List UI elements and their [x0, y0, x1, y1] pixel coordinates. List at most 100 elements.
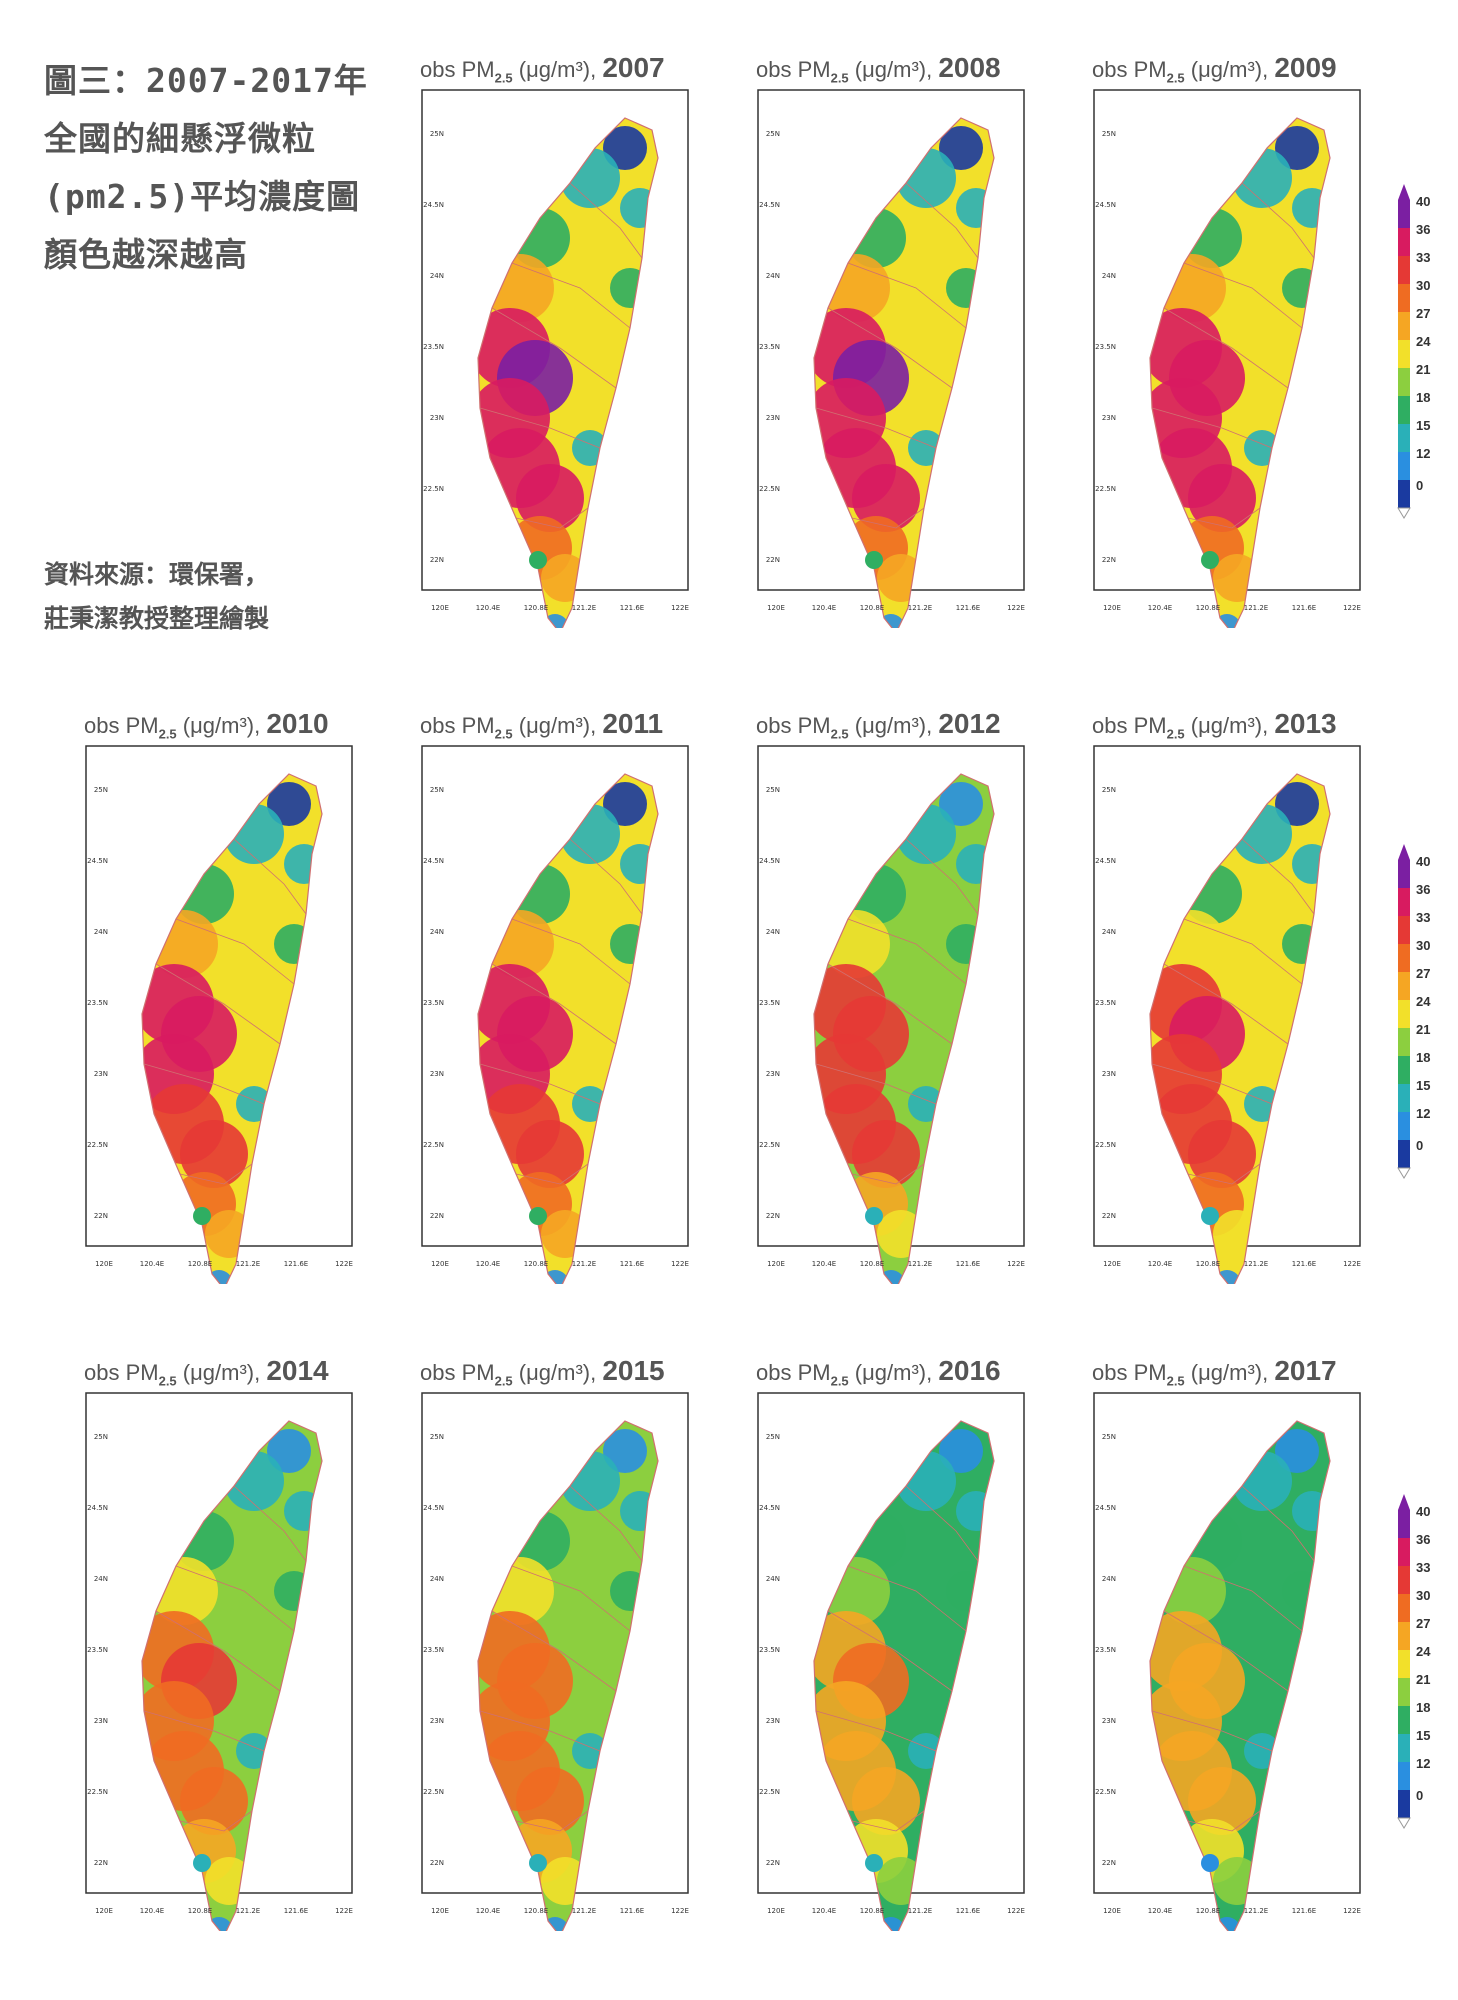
title-prefix: obs PM [84, 1360, 159, 1385]
lat-tick-label: 22.5N [87, 1141, 108, 1149]
lon-tick-label: 120.4E [1148, 1907, 1172, 1915]
caption-line: 圖三：2007-2017年 [44, 61, 368, 100]
lat-tick-label: 23.5N [759, 1646, 780, 1654]
county-boundary [827, 963, 953, 1045]
county-boundary [479, 407, 601, 449]
county-boundary [515, 1163, 589, 1185]
offshore-island [1201, 1854, 1219, 1872]
lat-tick-label: 23N [766, 1070, 780, 1078]
lon-tick-label: 120.8E [860, 1907, 884, 1915]
colorbar-label: 40 [1416, 194, 1430, 209]
colorbar-label: 21 [1416, 1672, 1430, 1687]
concentration-blob [516, 1120, 584, 1188]
title-subscript: 2.5 [494, 70, 513, 86]
lon-tick-label: 121.6E [620, 604, 644, 612]
lat-tick-label: 25N [1102, 130, 1116, 138]
colorbar-label: 24 [1416, 334, 1431, 349]
lon-tick-label: 121.2E [1244, 1907, 1268, 1915]
county-boundary [1183, 1565, 1303, 1632]
lat-tick-label: 22.5N [1095, 1788, 1116, 1796]
lon-tick-label: 120.8E [524, 1907, 548, 1915]
title-year: 2016 [938, 1355, 1001, 1386]
concentration-blob [1275, 1429, 1319, 1473]
lon-tick-label: 122E [1343, 604, 1361, 612]
lon-tick-label: 122E [671, 604, 689, 612]
lat-tick-label: 22N [94, 1212, 108, 1220]
offshore-island [865, 1207, 883, 1225]
lat-tick-label: 23.5N [1095, 343, 1116, 351]
colorbar-label: 0 [1416, 1788, 1423, 1803]
title-prefix: obs PM [756, 57, 831, 82]
lon-tick-label: 122E [671, 1260, 689, 1268]
colorbar-label: 33 [1416, 1560, 1430, 1575]
title-unit: (μg/m³), [1184, 713, 1275, 738]
offshore-island [529, 551, 547, 569]
concentration-blob [1188, 1767, 1256, 1835]
title-subscript: 2.5 [1166, 70, 1185, 86]
lat-tick-label: 23N [1102, 414, 1116, 422]
title-year: 2014 [266, 1355, 329, 1386]
colorbar-swatch [1398, 1762, 1410, 1790]
county-boundary [175, 1565, 295, 1632]
lon-tick-label: 120E [767, 1907, 785, 1915]
county-boundary [1163, 963, 1289, 1045]
colorbar-label: 15 [1416, 1728, 1430, 1743]
colorbar-cap [1397, 507, 1411, 519]
colorbar-swatch [1398, 452, 1410, 480]
panel-title: obs PM2.5 (μg/m³), 2007 [420, 52, 710, 86]
title-year: 2012 [938, 708, 1001, 739]
title-year: 2007 [602, 52, 665, 83]
offshore-island [1201, 551, 1219, 569]
island-outline [813, 773, 995, 1284]
lon-tick-label: 120.4E [812, 1907, 836, 1915]
lon-tick-label: 120.4E [476, 1907, 500, 1915]
title-unit: (μg/m³), [1184, 1360, 1275, 1385]
concentration-blob [1275, 782, 1319, 826]
colorbar-cap [1397, 1817, 1411, 1829]
lat-tick-label: 22N [766, 1859, 780, 1867]
colorbar-label: 21 [1416, 362, 1430, 377]
map-panel-2013: obs PM2.5 (μg/m³), 2013 25N 24.5N 24N 23.5N 2… [1092, 708, 1364, 1288]
panel-title: obs PM2.5 (μg/m³), 2012 [756, 708, 1046, 742]
county-boundary [491, 1610, 617, 1692]
county-boundary [175, 918, 295, 985]
title-subscript: 2.5 [830, 70, 849, 86]
colorbar-label: 40 [1416, 1504, 1430, 1519]
pm25-map: 25N 24.5N 24N 23.5N 23N 22.5N 22N 120E 120.4E 120… [85, 745, 353, 1284]
lat-tick-label: 22N [1102, 1859, 1116, 1867]
offshore-island [1201, 1207, 1219, 1225]
lon-tick-label: 120.8E [524, 1260, 548, 1268]
lon-tick-label: 121.2E [572, 1260, 596, 1268]
map-panel-2011: obs PM2.5 (μg/m³), 2011 25N 24.5N 24N 23.5N 2… [420, 708, 692, 1288]
title-subscript: 2.5 [494, 1373, 513, 1389]
lat-tick-label: 23N [94, 1717, 108, 1725]
colorbar-swatch [1398, 200, 1410, 228]
lat-tick-label: 23.5N [423, 999, 444, 1007]
pm25-map: 25N 24.5N 24N 23.5N 23N 22.5N 22N 120E 120.4E 120… [1093, 89, 1361, 628]
title-prefix: obs PM [1092, 1360, 1167, 1385]
lon-tick-label: 120.4E [1148, 604, 1172, 612]
title-prefix: obs PM [420, 713, 495, 738]
county-boundary [905, 1485, 979, 1562]
panel-title: obs PM2.5 (μg/m³), 2008 [756, 52, 1046, 86]
lon-tick-label: 120.8E [524, 604, 548, 612]
title-year: 2010 [266, 708, 329, 739]
lat-tick-label: 23.5N [759, 999, 780, 1007]
lat-tick-label: 24N [94, 1575, 108, 1583]
lat-tick-label: 25N [766, 130, 780, 138]
county-boundary [1241, 182, 1315, 259]
colorbar-swatch [1398, 1510, 1410, 1538]
county-boundary [851, 507, 925, 529]
title-year: 2008 [938, 52, 1001, 83]
lat-tick-label: 25N [1102, 786, 1116, 794]
county-boundary [1163, 307, 1289, 389]
lon-tick-label: 120.4E [1148, 1260, 1172, 1268]
lat-tick-label: 24N [1102, 1575, 1116, 1583]
lon-tick-label: 121.2E [1244, 604, 1268, 612]
island-outline [1149, 117, 1331, 628]
island-outline [1149, 1420, 1331, 1931]
pm25-map: 25N 24.5N 24N 23.5N 23N 22.5N 22N 120E 120.4E 120… [757, 89, 1025, 628]
island-outline [813, 1420, 995, 1931]
panel-title: obs PM2.5 (μg/m³), 2015 [420, 1355, 710, 1389]
lon-tick-label: 121.6E [956, 604, 980, 612]
